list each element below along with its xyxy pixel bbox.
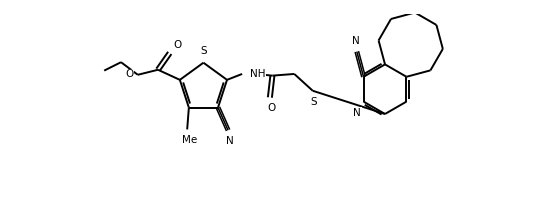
Text: N: N (226, 136, 233, 146)
Text: Me: Me (182, 135, 197, 145)
Text: O: O (173, 40, 181, 50)
Text: O: O (125, 69, 133, 79)
Text: S: S (200, 46, 207, 56)
Text: N: N (352, 36, 360, 46)
Text: S: S (310, 97, 317, 107)
Text: N: N (353, 108, 361, 118)
Text: O: O (267, 103, 275, 113)
Text: NH: NH (250, 68, 266, 78)
